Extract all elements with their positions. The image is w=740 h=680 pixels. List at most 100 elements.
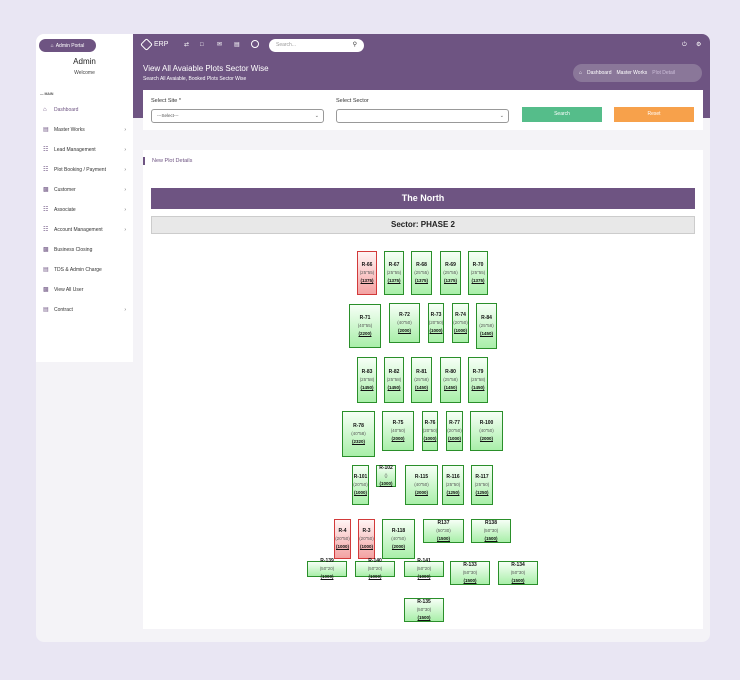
plot-dimensions: (50"30) [436, 528, 451, 533]
plot-r-101[interactable]: R-101 (20"50) (1000) [352, 465, 369, 505]
collapse-menu-icon[interactable]: ⇄ [184, 42, 190, 48]
id-card-icon[interactable]: ▤ [234, 42, 240, 48]
plot-r-81[interactable]: R-81 (25"58) (1450) [411, 357, 432, 403]
plot-area: (2000) [391, 436, 405, 441]
plot-r-72[interactable]: R-72 (40"50) (2000) [389, 303, 420, 343]
plot-r-102[interactable]: R-102 () (1000) [376, 465, 396, 487]
sector-label: Select Sector [336, 98, 369, 104]
notification-icon[interactable] [251, 40, 259, 48]
plot-area: (1000) [359, 544, 373, 549]
plot-dimensions: (20"50) [422, 428, 438, 433]
menu-section-label: — MAIN [40, 92, 54, 96]
plot-r-133[interactable]: R-133 (50"30) (1500) [450, 561, 490, 585]
search-input[interactable]: Search... ⚲ [269, 39, 364, 52]
plot-r-3[interactable]: R-3 (20"50) (1000) [358, 519, 375, 559]
search-button[interactable]: Search [522, 107, 602, 122]
plot-r-69[interactable]: R-69 (25"55) (1375) [440, 251, 461, 295]
plot-r-135[interactable]: R-135 (50"30) (1500) [404, 598, 444, 622]
plot-r-139[interactable]: R-139 (50"20) (1000) [307, 558, 347, 579]
plot-dimensions: () [384, 473, 388, 478]
plot-dimensions: (25"55) [359, 270, 375, 275]
plot-r-117[interactable]: R-117 (25"50) (1250) [471, 465, 493, 505]
menu-item-icon: ☷ [43, 207, 49, 213]
plot-r-80[interactable]: R-80 (25"58) (1450) [440, 357, 461, 403]
plot-dimensions: (50"30) [462, 570, 478, 575]
plot-r-66[interactable]: R-66 (25"55) (1375) [357, 251, 377, 295]
user-name: Admin [73, 57, 96, 66]
plot-dimensions: (40"58) [351, 431, 366, 436]
plot-number: R-141 [417, 558, 431, 564]
plot-r-118[interactable]: R-118 (40"50) (2000) [382, 519, 415, 559]
plot-area: (1000) [353, 490, 367, 495]
plot-r-4[interactable]: R-4 (20"50) (1000) [334, 519, 351, 559]
plot-number: R-116 [446, 474, 460, 480]
home-icon: ⌂ [50, 42, 54, 49]
plot-r-71[interactable]: R-71 (40"55) (2200) [349, 304, 381, 348]
sidebar-item-associate[interactable]: ☷ Associate › [36, 200, 133, 220]
plot-area: (2000) [397, 328, 411, 333]
site-select[interactable]: ---Select--- ⌄ [151, 109, 324, 123]
plot-r-77[interactable]: R-77 (20"50) (1000) [446, 411, 463, 451]
plot-dimensions: (25"58) [479, 323, 494, 328]
plot-r-68[interactable]: R-68 (25"55) (1375) [411, 251, 432, 295]
plot-dimensions: (40"50) [390, 428, 406, 433]
sidebar-item-dashboard[interactable]: ⌂ Dashboard [36, 100, 133, 120]
plot-r138[interactable]: R138 (50"30) (1500) [471, 519, 511, 543]
plot-number: R-73 [430, 312, 442, 318]
sidebar-item-account-management[interactable]: ☷ Account Management › [36, 220, 133, 240]
mail-icon[interactable]: ✉ [217, 42, 223, 48]
sector-select[interactable]: ⌄ [336, 109, 509, 123]
plot-area: (1500) [417, 615, 431, 620]
sidebar-item-view-all-user[interactable]: ▩ View All User [36, 280, 133, 300]
plot-number: R-3 [362, 528, 371, 534]
admin-portal-label: Admin Portal [55, 42, 85, 49]
plot-r-100[interactable]: R-100 (40"50) (2000) [470, 411, 503, 451]
plot-r-76[interactable]: R-76 (20"50) (1000) [422, 411, 438, 451]
app-logo[interactable]: ERP [140, 38, 168, 51]
power-icon[interactable]: ⏻ [682, 42, 687, 48]
sidebar-item-lead-management[interactable]: ☷ Lead Management › [36, 140, 133, 160]
breadcrumb-dashboard[interactable]: Dashboard [587, 70, 612, 76]
plot-dimensions: (20"50) [335, 536, 350, 541]
menu-item-icon: ☷ [43, 167, 49, 173]
plot-number: R-72 [399, 312, 410, 318]
plot-r-141[interactable]: R-141 (50"20) (1000) [404, 558, 444, 579]
welcome-text: Welcome [74, 70, 95, 76]
plot-number: R138 [485, 520, 497, 526]
plot-r-74[interactable]: R-74 (20"50) (1000) [452, 303, 469, 343]
plot-r-82[interactable]: R-82 (25"58) (1450) [384, 357, 404, 403]
menu-item-icon: ▤ [43, 127, 49, 133]
plot-dimensions: (25"58) [386, 377, 402, 382]
sidebar-item-customer[interactable]: ▩ Customer › [36, 180, 133, 200]
sidebar-item-plot-booking-payment[interactable]: ☷ Plot Booking / Payment › [36, 160, 133, 180]
sidebar-item-business-closing[interactable]: ▩ Business Closing [36, 240, 133, 260]
calendar-icon[interactable]: □ [200, 42, 204, 48]
chevron-right-icon: › [124, 147, 126, 153]
sidebar-item-master-works[interactable]: ▤ Master Works › [36, 120, 133, 140]
plot-r-67[interactable]: R-67 (25"55) (1375) [384, 251, 404, 295]
plot-r-134[interactable]: R-134 (50"30) (1500) [498, 561, 538, 585]
site-name-bar: The North [151, 188, 695, 209]
plot-r-140[interactable]: R-140 (50"20) (1000) [355, 558, 395, 579]
plot-r-116[interactable]: R-116 (25"50) (1250) [442, 465, 464, 505]
reset-button[interactable]: Reset [614, 107, 694, 122]
plot-r-70[interactable]: R-70 (25"55) (1375) [468, 251, 488, 295]
sidebar-item-contract[interactable]: ▤ Contract › [36, 300, 133, 320]
plot-area: (2200) [358, 331, 372, 336]
plot-area: (1375) [387, 278, 401, 283]
plot-r-78[interactable]: R-78 (40"58) (2320) [342, 411, 375, 457]
plot-r137[interactable]: R137 (50"30) (1500) [423, 519, 464, 543]
plot-r-115[interactable]: R-115 (40"50) (2000) [405, 465, 438, 505]
sidebar-item-tds-admin-charge[interactable]: ▤ TDS & Admin Charge [36, 260, 133, 280]
plot-details-heading: New Plot Details [143, 157, 192, 165]
plot-r-75[interactable]: R-75 (40"50) (2000) [382, 411, 414, 451]
plot-r-83[interactable]: R-83 (25"58) (1450) [357, 357, 377, 403]
plot-number: R-78 [353, 423, 364, 429]
plot-r-84[interactable]: R-84 (25"58) (1450) [476, 303, 497, 349]
breadcrumb-master-works[interactable]: Master Works [616, 70, 648, 76]
plot-details-card: New Plot Details The North Sector: PHASE… [143, 150, 703, 629]
admin-portal-button[interactable]: ⌂ Admin Portal [39, 39, 96, 52]
settings-icon[interactable]: ⚙ [696, 42, 702, 48]
plot-r-79[interactable]: R-79 (25"58) (1450) [468, 357, 488, 403]
plot-r-73[interactable]: R-73 (20"50) (1000) [428, 303, 444, 343]
